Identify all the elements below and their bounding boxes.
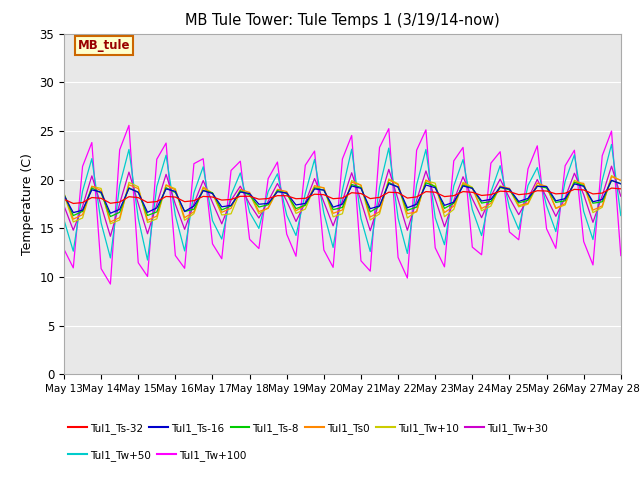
Legend: Tul1_Tw+50, Tul1_Tw+100: Tul1_Tw+50, Tul1_Tw+100 — [64, 446, 251, 465]
Y-axis label: Temperature (C): Temperature (C) — [21, 153, 34, 255]
Text: MB_tule: MB_tule — [78, 39, 131, 52]
Title: MB Tule Tower: Tule Temps 1 (3/19/14-now): MB Tule Tower: Tule Temps 1 (3/19/14-now… — [185, 13, 500, 28]
